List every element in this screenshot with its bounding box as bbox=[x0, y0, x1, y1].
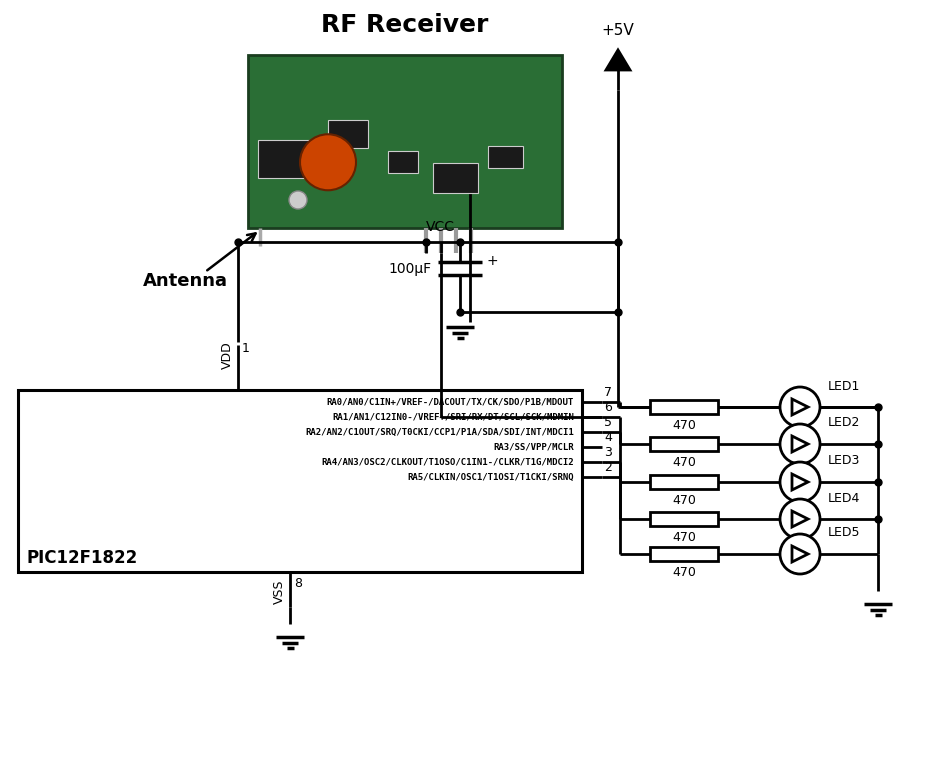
Polygon shape bbox=[792, 436, 808, 452]
Text: LED3: LED3 bbox=[828, 454, 860, 468]
Text: +: + bbox=[486, 254, 498, 268]
Circle shape bbox=[780, 424, 820, 464]
Circle shape bbox=[780, 499, 820, 539]
Bar bbox=[650, 547, 718, 561]
Text: 2: 2 bbox=[604, 461, 612, 474]
Text: LED1: LED1 bbox=[828, 379, 860, 393]
Polygon shape bbox=[792, 474, 808, 490]
Bar bbox=[388, 151, 418, 173]
Circle shape bbox=[780, 534, 820, 574]
Bar bbox=[258, 140, 313, 178]
Text: VSS: VSS bbox=[273, 579, 286, 604]
Text: 6: 6 bbox=[604, 401, 612, 414]
Text: PIC12F1822: PIC12F1822 bbox=[26, 549, 138, 567]
Text: 3: 3 bbox=[604, 446, 612, 459]
Bar bbox=[650, 437, 718, 451]
Bar bbox=[248, 55, 562, 228]
Text: 470: 470 bbox=[672, 419, 696, 432]
Polygon shape bbox=[792, 546, 808, 562]
Text: 7: 7 bbox=[604, 386, 612, 399]
Circle shape bbox=[318, 152, 338, 172]
Text: RF Receiver: RF Receiver bbox=[321, 13, 489, 37]
Text: LED4: LED4 bbox=[828, 492, 860, 504]
Bar bbox=[650, 400, 718, 414]
Text: 1: 1 bbox=[242, 342, 250, 354]
Text: 5: 5 bbox=[604, 416, 612, 429]
Circle shape bbox=[300, 135, 356, 190]
Text: 8: 8 bbox=[294, 577, 302, 590]
Text: LED5: LED5 bbox=[828, 526, 860, 540]
Text: VCC: VCC bbox=[426, 220, 455, 234]
Text: 470: 470 bbox=[672, 456, 696, 469]
Text: 4: 4 bbox=[604, 431, 612, 444]
Text: 470: 470 bbox=[672, 494, 696, 507]
Text: RA3/SS/VPP/MCLR: RA3/SS/VPP/MCLR bbox=[493, 443, 574, 451]
Bar bbox=[433, 163, 478, 193]
Text: Antenna: Antenna bbox=[142, 272, 227, 290]
Text: RA4/AN3/OSC2/CLKOUT/T1OSO/C1IN1-/CLKR/T1G/MDCI2: RA4/AN3/OSC2/CLKOUT/T1OSO/C1IN1-/CLKR/T1… bbox=[321, 457, 574, 467]
Bar bbox=[650, 512, 718, 526]
Text: VDD: VDD bbox=[221, 341, 234, 369]
Bar bbox=[650, 475, 718, 489]
Text: +5V: +5V bbox=[602, 23, 635, 38]
Bar bbox=[488, 146, 523, 168]
Polygon shape bbox=[606, 50, 630, 70]
Text: RA1/AN1/C12IN0-/VREF+/SRI/RX/DT/SCL/SCK/MDMIN: RA1/AN1/C12IN0-/VREF+/SRI/RX/DT/SCL/SCK/… bbox=[332, 412, 574, 421]
Text: RA2/AN2/C1OUT/SRQ/T0CKI/CCP1/P1A/SDA/SDI/INT/MDCI1: RA2/AN2/C1OUT/SRQ/T0CKI/CCP1/P1A/SDA/SDI… bbox=[305, 428, 574, 436]
Text: RA0/AN0/C1IN+/VREF-/DACOUT/TX/CK/SDO/P1B/MDOUT: RA0/AN0/C1IN+/VREF-/DACOUT/TX/CK/SDO/P1B… bbox=[327, 397, 574, 407]
Circle shape bbox=[780, 387, 820, 427]
Polygon shape bbox=[792, 511, 808, 527]
Bar bbox=[18, 390, 582, 572]
Text: RA5/CLKIN/OSC1/T1OSI/T1CKI/SRNQ: RA5/CLKIN/OSC1/T1OSI/T1CKI/SRNQ bbox=[407, 472, 574, 482]
Text: 470: 470 bbox=[672, 531, 696, 544]
Text: LED2: LED2 bbox=[828, 417, 860, 429]
Circle shape bbox=[310, 144, 346, 181]
Text: 470: 470 bbox=[672, 566, 696, 579]
Text: 100μF: 100μF bbox=[388, 261, 432, 275]
Polygon shape bbox=[792, 399, 808, 415]
Circle shape bbox=[780, 462, 820, 502]
Circle shape bbox=[289, 191, 307, 209]
Bar bbox=[328, 120, 368, 148]
